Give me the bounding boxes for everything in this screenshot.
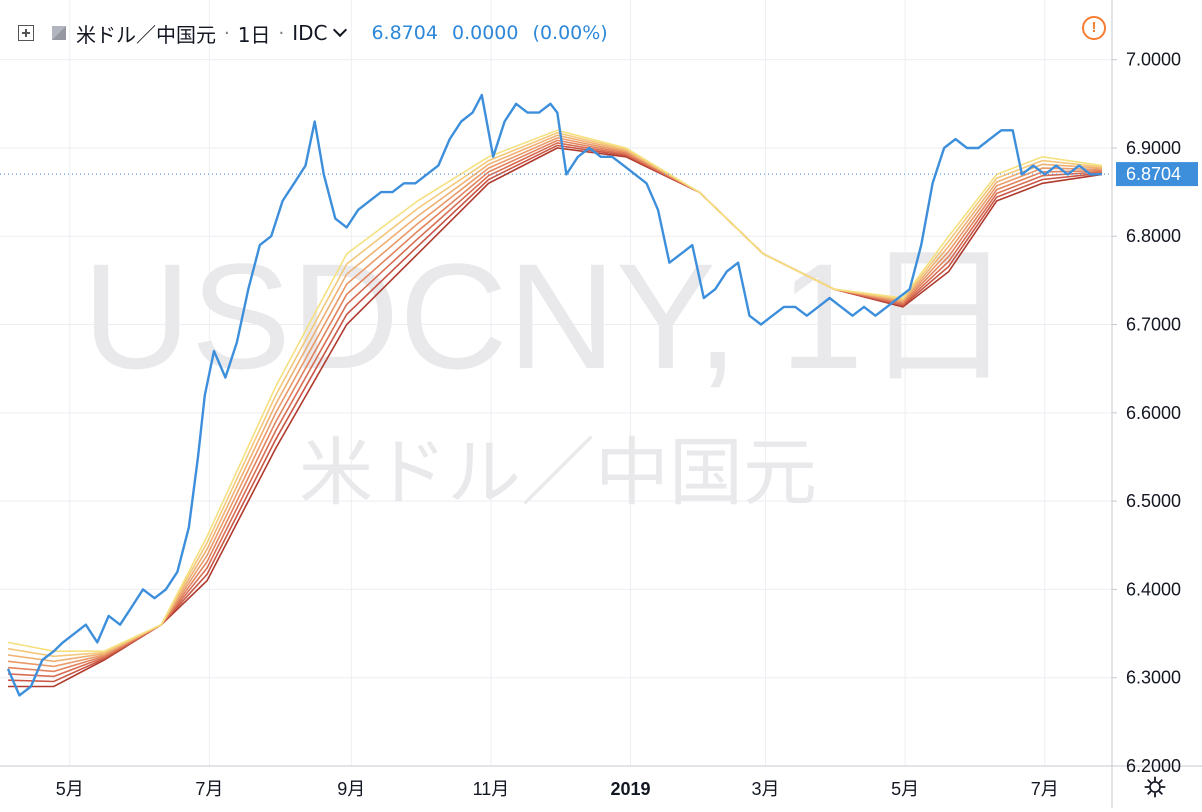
price-change-percent: (0.00%) (532, 22, 608, 44)
y-tick-label: 6.4000 (1126, 579, 1181, 599)
y-tick-label: 6.6000 (1126, 403, 1181, 423)
alert-icon[interactable]: ! (1082, 16, 1106, 40)
symbol-name[interactable]: 米ドル／中国元 (76, 22, 216, 47)
ma-ribbon-line (7, 129, 1103, 652)
price-change: 0.0000 (452, 22, 519, 44)
ma-ribbon-line (7, 139, 1103, 673)
chart-legend: 米ドル／中国元 · 1日 · IDC 6.8704 0.0000 (0.00%) (18, 19, 616, 47)
x-tick-label: 11月 (473, 779, 510, 799)
y-tick-label: 6.7000 (1126, 315, 1181, 335)
current-price-tag (1116, 162, 1198, 187)
y-tick-label: 6.9000 (1126, 138, 1181, 158)
x-tick-label: 5月 (56, 779, 84, 799)
ma-ribbon-line (7, 137, 1103, 668)
add-symbol-icon[interactable] (18, 25, 34, 41)
price-line (6, 93, 1103, 697)
gear-icon[interactable] (1144, 776, 1166, 798)
watermark-ticker: USDCNY, 1日 (83, 232, 1014, 400)
ma-ribbon-line (7, 142, 1103, 678)
separator-dot: · (278, 22, 285, 44)
chevron-down-icon[interactable] (333, 22, 348, 38)
watermark-name: 米ドル／中国元 (299, 430, 817, 516)
interval-label[interactable]: 1日 (237, 22, 271, 47)
x-tick-label: 2019 (611, 779, 651, 799)
x-tick-label: 5月 (891, 779, 919, 799)
x-tick-label: 7月 (195, 779, 223, 799)
last-price: 6.8704 (371, 22, 438, 44)
ma-ribbon-line (7, 144, 1103, 683)
y-tick-label: 6.2000 (1126, 756, 1181, 776)
separator-dot: · (224, 22, 230, 44)
y-tick-label: 6.5000 (1126, 491, 1181, 511)
current-price-label: 6.8704 (1126, 164, 1181, 184)
source-label[interactable]: IDC (292, 21, 328, 45)
y-tick-label: 7.0000 (1126, 50, 1181, 70)
y-tick-label: 6.3000 (1126, 668, 1181, 688)
x-tick-label: 3月 (752, 779, 780, 799)
y-tick-label: 6.8000 (1126, 226, 1181, 246)
quote-values: 6.8704 0.0000 (0.00%) (371, 22, 615, 44)
x-tick-label: 7月 (1031, 779, 1059, 799)
symbol-flag-icon (52, 26, 66, 40)
x-tick-label: 9月 (337, 779, 365, 799)
